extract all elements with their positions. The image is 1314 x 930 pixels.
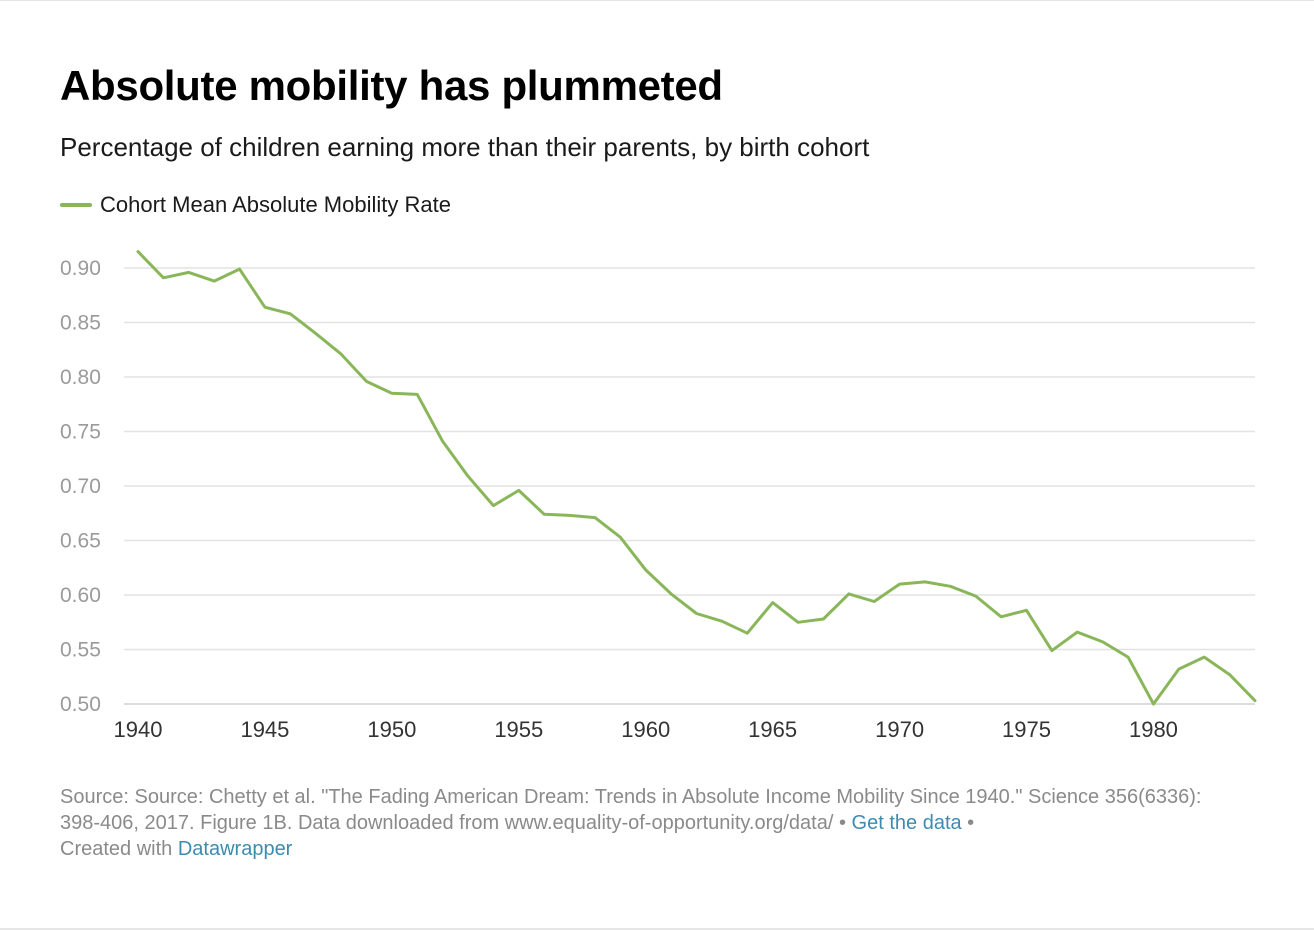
legend-swatch (60, 203, 92, 207)
y-tick-label: 0.50 (60, 693, 101, 716)
x-tick-label: 1940 (114, 717, 163, 742)
y-tick-label: 0.90 (60, 257, 101, 280)
y-tick-label: 0.65 (60, 530, 101, 553)
y-tick-label: 0.60 (60, 584, 101, 607)
chart-footer: Source: Source: Chetty et al. "The Fadin… (60, 784, 1240, 862)
chart-title: Absolute mobility has plummeted (60, 62, 723, 109)
datawrapper-link[interactable]: Datawrapper (177, 838, 293, 860)
x-tick-label: 1965 (748, 717, 797, 742)
y-tick-label: 0.70 (60, 475, 101, 498)
legend-label: Cohort Mean Absolute Mobility Rate (100, 192, 451, 217)
x-tick-label: 1955 (494, 717, 543, 742)
separator: • (961, 812, 975, 834)
y-tick-label: 0.75 (60, 421, 101, 444)
x-tick-label: 1970 (875, 717, 924, 742)
top-border (0, 0, 1314, 1)
y-tick-label: 0.80 (60, 366, 101, 389)
created-with-text: Created with (60, 838, 178, 860)
x-tick-label: 1980 (1129, 717, 1178, 742)
bottom-border (0, 928, 1314, 930)
x-tick-label: 1945 (240, 717, 289, 742)
source-note: Source: Source: Chetty et al. "The Fadin… (60, 786, 1202, 834)
y-tick-label: 0.55 (60, 639, 101, 662)
x-tick-label: 1975 (1002, 717, 1051, 742)
y-tick-label: 0.85 (60, 312, 101, 335)
x-tick-label: 1950 (367, 717, 416, 742)
chart-subtitle: Percentage of children earning more than… (60, 132, 870, 162)
legend: Cohort Mean Absolute Mobility Rate (60, 192, 451, 218)
series-line (136, 250, 1257, 706)
line-chart: 0.90 0.85 0.80 0.75 0.70 0.65 0.60 0.55 0.50 1940… (60, 250, 1257, 742)
separator: • (833, 812, 852, 834)
x-tick-label: 1960 (621, 717, 670, 742)
get-the-data-link[interactable]: Get the data (851, 812, 962, 834)
